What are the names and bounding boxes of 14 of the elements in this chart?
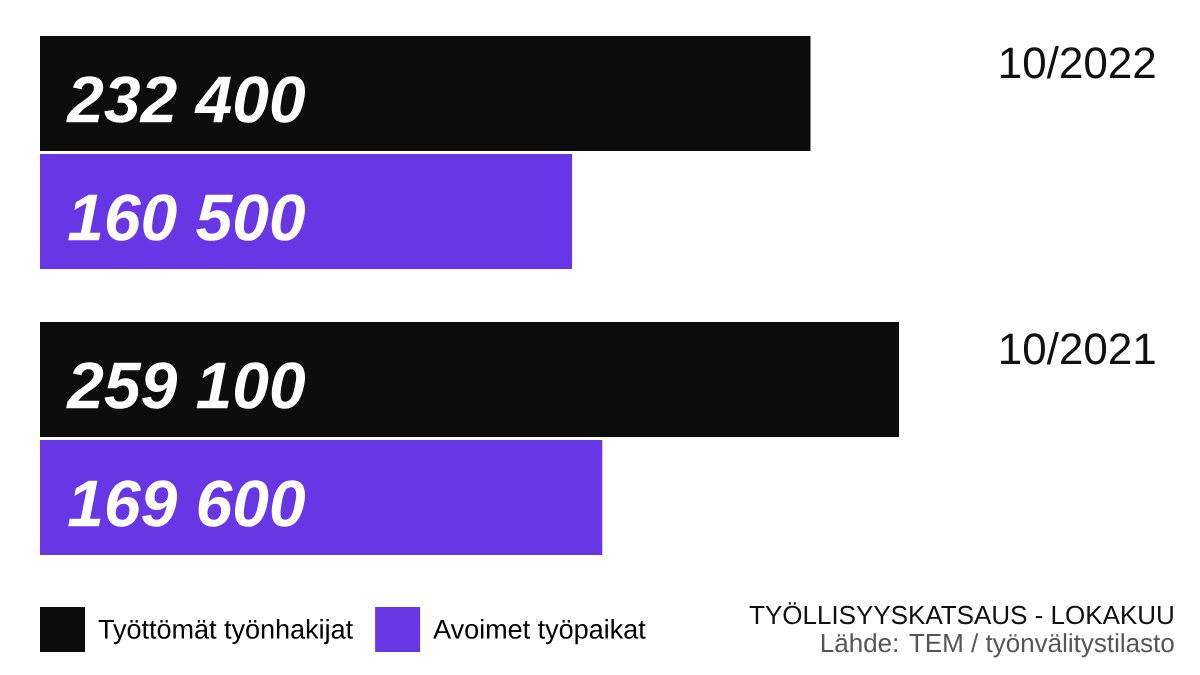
- y-tick-label: 10/2021: [1001, 332, 1155, 365]
- data-label: 160 500: [68, 194, 306, 241]
- bar: [40, 154, 573, 269]
- data-label: 259 100: [66, 362, 306, 409]
- data-label: 232 400: [66, 76, 306, 123]
- data-label: 169 600: [68, 480, 306, 527]
- text: TYÖLLISYYSKATSAUS - LOKAKUU: [749, 602, 1173, 625]
- text: Lähde: TEM / työnvälitystilasto: [821, 633, 1174, 658]
- bar: [40, 322, 899, 438]
- bar: [40, 36, 811, 151]
- y-tick-label: 10/2022: [1001, 46, 1155, 79]
- bar: [40, 440, 603, 556]
- legend-label: Työttömät työnhakijat: [98, 618, 353, 645]
- legend-label: Avoimet työpaikat: [433, 618, 646, 645]
